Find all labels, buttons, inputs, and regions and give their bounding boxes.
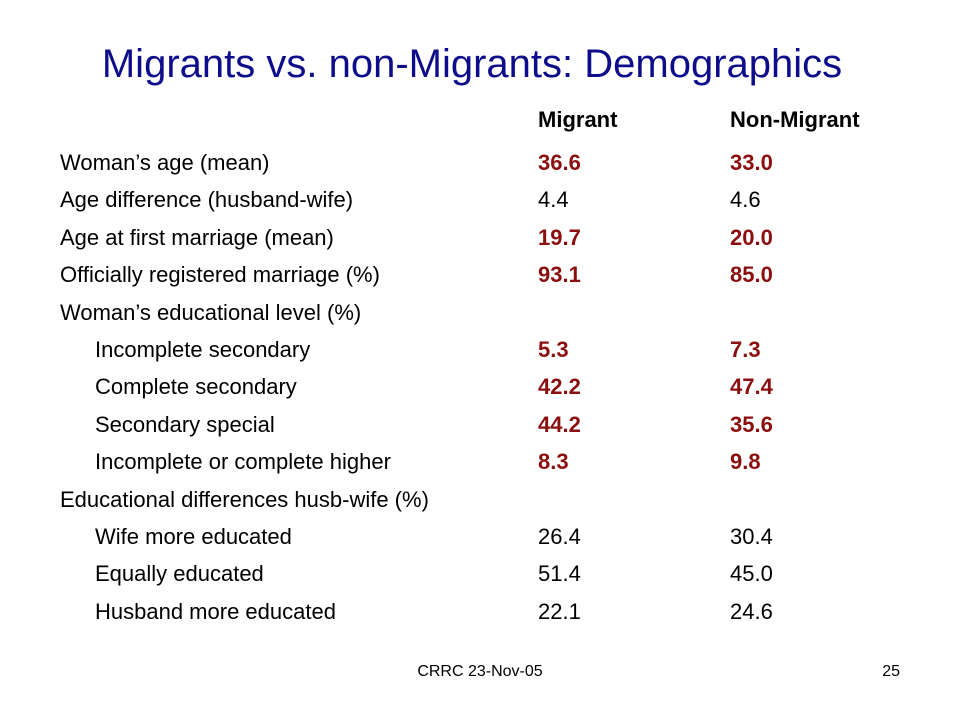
row-label: Educational differences husb-wife (%)	[60, 486, 429, 512]
demographics-table: Woman’s age (mean) 36.6 33.0 Age differe…	[60, 144, 920, 630]
non-migrant-value: 4.6	[730, 187, 761, 213]
table-row: Equally educated 51.4 45.0	[60, 555, 920, 592]
row-label: Age difference (husband-wife)	[60, 187, 354, 213]
non-migrant-value: 30.4	[730, 523, 773, 549]
row-label: Wife more educated	[95, 523, 292, 549]
table-row: Husband more educated 22.1 24.6	[60, 593, 920, 630]
row-label: Age at first marriage (mean)	[60, 224, 334, 250]
migrant-value: 26.4	[538, 523, 581, 549]
table-row: Secondary special 44.2 35.6	[60, 406, 920, 443]
table-row: Educational differences husb-wife (%)	[60, 481, 920, 518]
non-migrant-value: 20.0	[730, 224, 773, 250]
row-label: Officially registered marriage (%)	[60, 262, 380, 288]
column-header-non-migrant: Non-Migrant	[730, 107, 860, 132]
slide-title: Migrants vs. non-Migrants: Demographics	[101, 42, 843, 86]
migrant-value: 36.6	[538, 150, 581, 175]
migrant-value: 93.1	[538, 262, 581, 288]
row-label: Husband more educated	[95, 598, 336, 624]
non-migrant-value: 47.4	[730, 374, 773, 400]
footer-source: CRRC 23-Nov-05	[417, 663, 543, 680]
non-migrant-value: 7.3	[730, 336, 761, 362]
row-label: Incomplete secondary	[95, 336, 311, 362]
migrant-value: 22.1	[538, 598, 581, 624]
migrant-value: 42.2	[538, 374, 581, 400]
row-label: Equally educated	[95, 561, 264, 587]
table-row: Incomplete or complete higher 8.3 9.8	[60, 443, 920, 480]
table-row: Woman’s educational level (%)	[60, 294, 920, 331]
non-migrant-value: 35.6	[730, 411, 773, 437]
non-migrant-value: 45.0	[730, 561, 773, 587]
table-row: Age at first marriage (mean) 19.7 20.0	[60, 219, 920, 256]
migrant-value: 5.3	[538, 336, 569, 362]
table-row: Woman’s age (mean) 36.6 33.0	[60, 144, 920, 181]
column-header-migrant: Migrant	[538, 107, 618, 132]
table-row: Incomplete secondary 5.3 7.3	[60, 331, 920, 368]
table-row: Wife more educated 26.4 30.4	[60, 518, 920, 555]
row-label: Incomplete or complete higher	[95, 449, 391, 475]
migrant-value: 44.2	[538, 411, 581, 437]
row-label: Woman’s educational level (%)	[60, 299, 362, 325]
migrant-value: 19.7	[538, 224, 581, 250]
migrant-value: 4.4	[538, 187, 569, 213]
migrant-value: 8.3	[538, 449, 569, 475]
migrant-value: 51.4	[538, 561, 581, 587]
non-migrant-value: 9.8	[730, 449, 761, 475]
row-label: Complete secondary	[95, 374, 297, 400]
row-label: Secondary special	[95, 411, 275, 437]
non-migrant-value: 24.6	[730, 598, 773, 624]
table-row: Officially registered marriage (%) 93.1 …	[60, 256, 920, 293]
row-label: Woman’s age (mean)	[60, 150, 270, 175]
table-row: Age difference (husband-wife) 4.4 4.6	[60, 181, 920, 218]
non-migrant-value: 33.0	[730, 150, 773, 175]
non-migrant-value: 85.0	[730, 262, 773, 288]
table-row: Complete secondary 42.2 47.4	[60, 368, 920, 405]
page-number: 25	[882, 663, 900, 680]
